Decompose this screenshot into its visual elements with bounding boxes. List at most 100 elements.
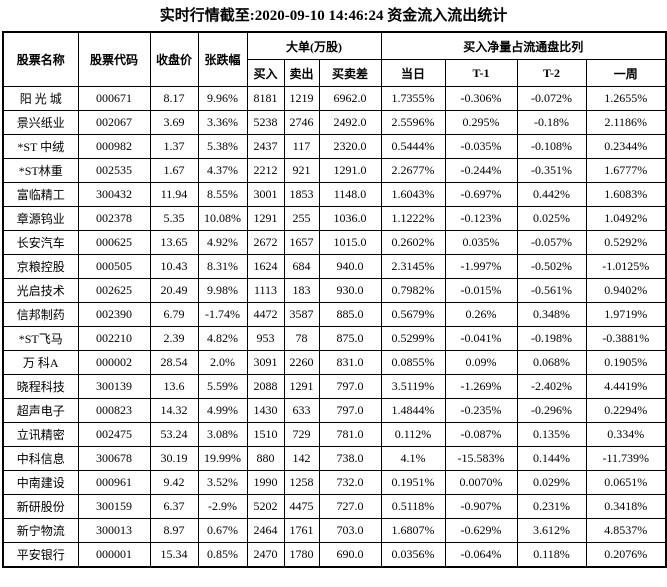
cell-diff: 797.0 — [318, 398, 382, 423]
cell-name[interactable]: 京粮控股 — [2, 254, 79, 279]
cell-code[interactable]: 000625 — [77, 230, 151, 255]
cell-code[interactable]: 000961 — [77, 470, 151, 495]
cell-sell: 1780 — [283, 542, 320, 567]
cell-t2: -0.072% — [516, 86, 587, 111]
cell-buy: 2464 — [246, 518, 285, 543]
table-row: 章源钨业 002378 5.35 10.08% 1291 255 1036.0 1.1222%… — [2, 206, 667, 231]
cell-code[interactable]: 300678 — [77, 446, 151, 471]
cell-code[interactable]: 002210 — [77, 326, 151, 351]
cell-name[interactable]: 平安银行 — [2, 542, 79, 567]
cell-t1: 0.035% — [444, 230, 518, 255]
cell-change: 5.59% — [197, 374, 248, 399]
cell-t2: 0.135% — [516, 422, 587, 447]
cell-t2: 0.231% — [516, 494, 587, 519]
cell-name[interactable]: *ST飞马 — [2, 326, 79, 351]
cell-week: 2.1186% — [585, 110, 667, 135]
cell-code[interactable]: 000002 — [77, 350, 151, 375]
cell-name[interactable]: 信邦制药 — [2, 302, 79, 327]
cell-close: 10.43 — [149, 254, 199, 279]
table-header: 股票名称 股票代码 收盘价 张跌幅 大单(万股) 买入净量占流通盘比列 买入 卖… — [2, 31, 667, 87]
cell-t2: -0.351% — [516, 158, 587, 183]
table-row: *ST飞马 002210 2.39 4.82% 953 78 875.0 0.5299% -0.… — [2, 326, 667, 351]
cell-name[interactable]: 新宁物流 — [2, 518, 79, 543]
cell-code[interactable]: 000982 — [77, 134, 151, 159]
cell-close: 1.67 — [149, 158, 199, 183]
cell-week: 0.2294% — [585, 398, 667, 423]
cell-name[interactable]: 超声电子 — [2, 398, 79, 423]
cell-code[interactable]: 300013 — [77, 518, 151, 543]
cell-sell: 1853 — [283, 182, 320, 207]
cell-name[interactable]: 阳 光 城 — [2, 86, 79, 111]
cell-t2: -0.296% — [516, 398, 587, 423]
cell-change: 3.36% — [197, 110, 248, 135]
cell-code[interactable]: 002535 — [77, 158, 151, 183]
cell-code[interactable]: 002625 — [77, 278, 151, 303]
cell-code[interactable]: 002475 — [77, 422, 151, 447]
cell-diff: 738.0 — [318, 446, 382, 471]
cell-sell: 1657 — [283, 230, 320, 255]
cell-code[interactable]: 000823 — [77, 398, 151, 423]
header-stock-name: 股票名称 — [2, 31, 79, 87]
cell-buy: 2212 — [246, 158, 285, 183]
cell-code[interactable]: 300432 — [77, 182, 151, 207]
table-row: 立讯精密 002475 53.24 3.08% 1510 729 781.0 0.112% -0… — [2, 422, 667, 447]
cell-week: -1.0125% — [585, 254, 667, 279]
header-buy-sell-diff: 买卖差 — [318, 59, 382, 87]
cell-week: 1.6777% — [585, 158, 667, 183]
cell-t1: -0.041% — [444, 326, 518, 351]
cell-diff: 690.0 — [318, 542, 382, 567]
cell-name[interactable]: 立讯精密 — [2, 422, 79, 447]
cell-name[interactable]: 章源钨业 — [2, 206, 79, 231]
cell-name[interactable]: 中科信息 — [2, 446, 79, 471]
cell-name[interactable]: 富临精工 — [2, 182, 79, 207]
cell-code[interactable]: 002067 — [77, 110, 151, 135]
table-row: 景兴纸业 002067 3.69 3.36% 5238 2746 2492.0 2.5596%… — [2, 110, 667, 135]
cell-name[interactable]: 景兴纸业 — [2, 110, 79, 135]
cell-close: 5.35 — [149, 206, 199, 231]
cell-code[interactable]: 002378 — [77, 206, 151, 231]
cell-t1: -0.235% — [444, 398, 518, 423]
cell-name[interactable]: *ST 中绒 — [2, 134, 79, 159]
header-one-week: 一周 — [585, 59, 667, 87]
cell-name[interactable]: 新研股份 — [2, 494, 79, 519]
cell-code[interactable]: 300139 — [77, 374, 151, 399]
cell-t1: -1.997% — [444, 254, 518, 279]
cell-buy: 2437 — [246, 134, 285, 159]
cell-name[interactable]: 万 科A — [2, 350, 79, 375]
cell-week: 0.2076% — [585, 542, 667, 567]
cell-sell: 1761 — [283, 518, 320, 543]
cell-code[interactable]: 000671 — [77, 86, 151, 111]
cell-code[interactable]: 000001 — [77, 542, 151, 567]
cell-today: 1.6043% — [380, 182, 446, 207]
cell-close: 8.97 — [149, 518, 199, 543]
cell-t2: -0.057% — [516, 230, 587, 255]
cell-sell: 78 — [283, 326, 320, 351]
cell-today: 0.0356% — [380, 542, 446, 567]
cell-code[interactable]: 000505 — [77, 254, 151, 279]
cell-code[interactable]: 002390 — [77, 302, 151, 327]
cell-name[interactable]: 光启技术 — [2, 278, 79, 303]
stock-fund-flow-table: 股票名称 股票代码 收盘价 张跌幅 大单(万股) 买入净量占流通盘比列 买入 卖… — [2, 31, 667, 568]
cell-name[interactable]: 中南建设 — [2, 470, 79, 495]
cell-code[interactable]: 300159 — [77, 494, 151, 519]
cell-buy: 3001 — [246, 182, 285, 207]
cell-t2: 0.118% — [516, 542, 587, 567]
cell-name[interactable]: 晓程科技 — [2, 374, 79, 399]
cell-buy: 5238 — [246, 110, 285, 135]
cell-name[interactable]: 长安汽车 — [2, 230, 79, 255]
table-row: 阳 光 城 000671 8.17 9.96% 8181 1219 6962.0 1.7355… — [2, 86, 667, 111]
cell-t2: 0.144% — [516, 446, 587, 471]
table-row: *ST林重 002535 1.67 4.37% 2212 921 1291.0 2.2677%… — [2, 158, 667, 183]
cell-name[interactable]: *ST林重 — [2, 158, 79, 183]
cell-buy: 4472 — [246, 302, 285, 327]
cell-sell: 117 — [283, 134, 320, 159]
cell-t2: -2.402% — [516, 374, 587, 399]
cell-change: 9.98% — [197, 278, 248, 303]
cell-today: 2.5596% — [380, 110, 446, 135]
cell-t2: -0.561% — [516, 278, 587, 303]
cell-buy: 2470 — [246, 542, 285, 567]
cell-sell: 142 — [283, 446, 320, 471]
cell-today: 0.1951% — [380, 470, 446, 495]
cell-buy: 1291 — [246, 206, 285, 231]
